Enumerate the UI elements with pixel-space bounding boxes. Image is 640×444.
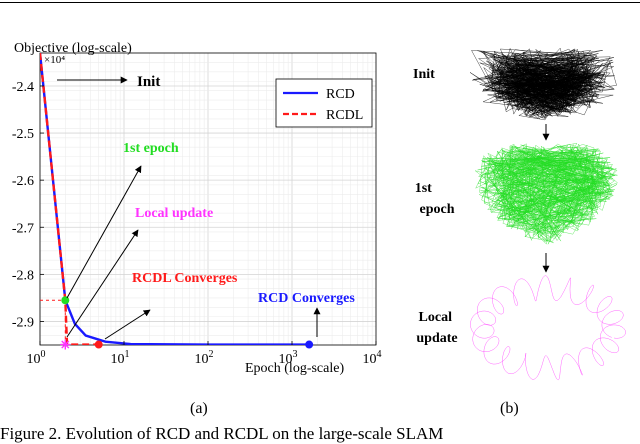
x-tick-label: 104 xyxy=(363,349,382,367)
marker-layer xyxy=(40,296,314,350)
legend-label-rcd: RCD xyxy=(326,87,355,102)
trajectory-first-epoch-lines xyxy=(474,142,618,245)
annotation-local-update: Local update xyxy=(135,206,213,221)
first-epoch-arrow xyxy=(66,165,142,299)
stage-label-first-epoch: 1st epoch xyxy=(415,181,455,217)
figure-caption: Figure 2. Evolution of RCD and RCDL on t… xyxy=(0,424,444,443)
legend: RCD RCDL xyxy=(275,78,373,128)
y-tick-label: -2.9 xyxy=(12,315,34,330)
marker-star-stroke xyxy=(61,340,70,349)
annotation-init: Init xyxy=(137,74,160,90)
trajectory-init-graphic xyxy=(469,47,617,121)
annotation-rcdl-converges: RCDL Converges xyxy=(132,271,238,286)
marker-point xyxy=(61,296,70,305)
annotation-first-epoch: 1st epoch xyxy=(123,141,179,156)
trajectory-local-update-graphic xyxy=(470,275,626,381)
marker-star xyxy=(60,339,71,350)
panel-b: Init 1st epoch Local update (b) xyxy=(413,47,626,417)
local-update-arrow xyxy=(66,229,139,338)
panel-b-label: (b) xyxy=(500,400,519,417)
y-axis-label: Objective (log-scale) xyxy=(14,41,132,56)
y-multiplier: ×10⁴ xyxy=(44,54,65,66)
stage-label-local-update: Local update xyxy=(416,310,457,346)
x-tick-label: 100 xyxy=(27,349,46,367)
trajectory-first-epoch-graphic xyxy=(474,142,618,245)
y-tick-label: -2.8 xyxy=(12,268,34,283)
y-tick-label: -2.5 xyxy=(12,127,34,142)
rcdl-converges-arrow xyxy=(104,309,151,340)
series-layer xyxy=(40,53,310,345)
series-line-rcdl xyxy=(40,53,99,345)
y-tick-label: -2.4 xyxy=(12,80,34,95)
stage-label-init: Init xyxy=(413,67,435,82)
y-tick-label: -2.7 xyxy=(12,221,34,236)
trajectory-init-lines xyxy=(469,47,617,121)
y-tick-label: -2.6 xyxy=(12,174,34,189)
marker-point xyxy=(305,340,314,349)
legend-label-rcdl: RCDL xyxy=(326,108,363,123)
annotation-rcd-converges: RCD Converges xyxy=(258,291,355,306)
x-tick-label: 102 xyxy=(195,349,214,367)
x-tick-label: 103 xyxy=(279,349,298,367)
ticks-layer: -2.4 -2.5 -2.6 -2.7 -2.8 -2.9 100 101 102 103 104 xyxy=(12,80,382,367)
top-rule xyxy=(0,2,640,3)
x-axis-label: Epoch (log-scale) xyxy=(245,361,344,376)
trajectory-local-update-lines xyxy=(470,275,626,381)
legend-box xyxy=(275,78,373,128)
panel-a-label: (a) xyxy=(190,400,208,417)
annotation-arrows xyxy=(57,76,321,340)
marker-point xyxy=(94,340,103,349)
x-tick-label: 101 xyxy=(111,349,130,367)
series-line-rcd xyxy=(40,53,310,345)
